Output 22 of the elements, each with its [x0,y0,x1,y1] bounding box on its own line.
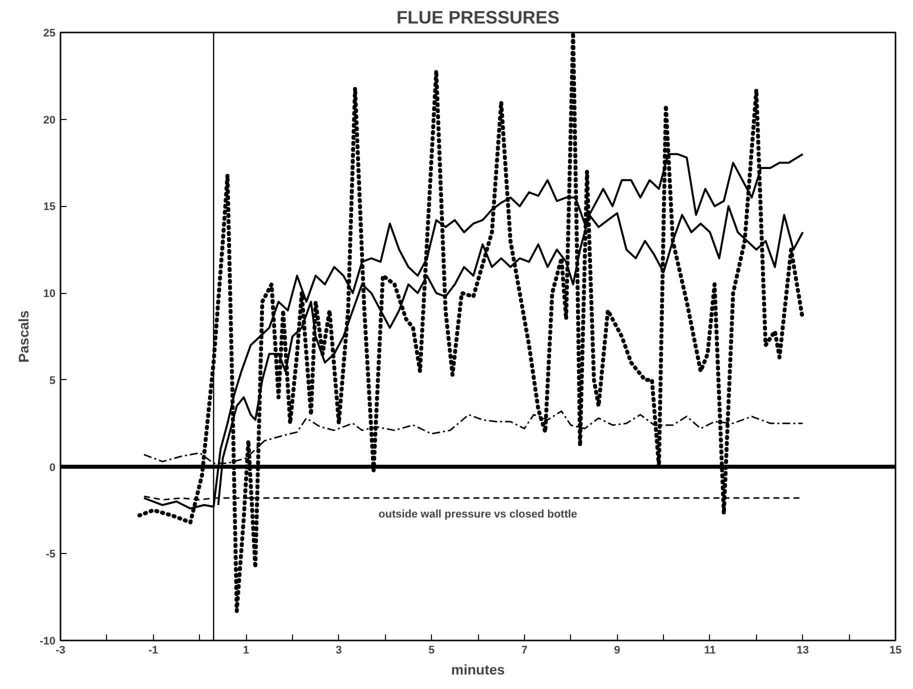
y-tick-label: 0 [49,462,56,474]
y-tick-label: 25 [43,28,56,40]
y-tick-label: 5 [49,374,56,387]
y-tick-label: 20 [43,114,56,126]
y-tick-label: 10 [43,288,56,300]
y-tick-label: -5 [46,548,56,561]
y-axis-title: Pascals [16,310,32,363]
x-tick-label: 9 [614,644,620,656]
x-tick-label: 7 [521,644,528,656]
x-tick-label: -3 [56,644,66,656]
x-tick-label: 3 [336,644,342,656]
x-tick-label: -1 [148,644,158,656]
x-tick-label: 1 [242,644,250,656]
x-tick-label: 13 [796,644,809,656]
chart-title: FLUE PRESSURES [396,8,560,28]
x-tick-label: 5 [428,644,435,656]
x-axis-title: minutes [451,662,506,678]
y-tick-label: 15 [43,201,56,214]
y-tick-label: -10 [40,636,56,648]
x-tick-label: 11 [704,644,716,656]
annotation: outside wall pressure vs closed bottle [378,508,578,520]
x-tick-label: 15 [889,644,902,656]
